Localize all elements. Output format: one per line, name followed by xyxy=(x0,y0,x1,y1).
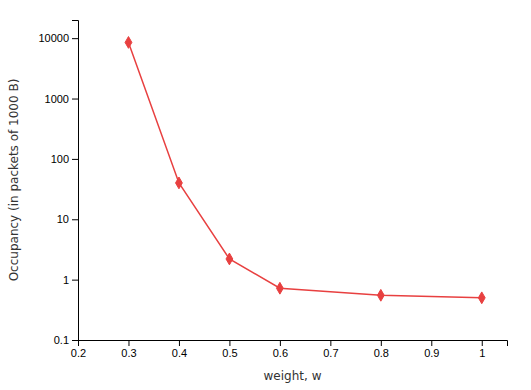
tick-label: 0.3 xyxy=(121,347,136,359)
tick-label: 0.5 xyxy=(222,347,237,359)
tick-label: 0.7 xyxy=(323,347,338,359)
tick: 0.3 xyxy=(121,340,136,359)
tick-mark xyxy=(280,340,281,346)
tick: 1000 xyxy=(45,93,78,105)
line xyxy=(128,42,481,297)
plot: 0.2 0.3 0.4 0.5 0.6 0.7 0.8 0.9 1 0.1 1 10 100 1000 10… xyxy=(38,21,507,359)
tick: 0.2 xyxy=(71,340,86,359)
tick-mark xyxy=(72,159,78,160)
point xyxy=(377,289,384,301)
tick-mark xyxy=(72,340,78,341)
x-axis-line xyxy=(79,341,508,347)
tick-mark xyxy=(431,340,432,346)
tick-mark xyxy=(179,340,180,346)
tick: 10000 xyxy=(38,32,78,44)
tick-mark xyxy=(330,340,331,346)
tick: 10 xyxy=(57,213,78,225)
tick-mark xyxy=(482,340,483,346)
tick-mark xyxy=(229,340,230,346)
tick-mark xyxy=(72,38,78,39)
tick-label: 1 xyxy=(479,347,485,359)
tick-mark xyxy=(128,340,129,346)
tick-label: 0.6 xyxy=(273,347,288,359)
tick-mark xyxy=(72,219,78,220)
tick: 0.9 xyxy=(424,340,439,359)
tick: 0.6 xyxy=(273,340,288,359)
tick-label: 0.9 xyxy=(424,347,439,359)
marks xyxy=(125,37,485,304)
point xyxy=(478,292,485,304)
tick: 0.7 xyxy=(323,340,338,359)
tick-label: 10 xyxy=(57,213,69,225)
tick-label: 0.2 xyxy=(71,347,86,359)
point xyxy=(226,253,233,265)
tick: 0.5 xyxy=(222,340,237,359)
point xyxy=(276,282,283,294)
tick: 100 xyxy=(51,153,78,165)
tick-label: 0.1 xyxy=(54,334,69,346)
tick-label: 1 xyxy=(63,274,69,286)
y-axis-title: Occupancy (in packets of 1000 B) xyxy=(7,79,21,282)
tick-label: 1000 xyxy=(45,93,69,105)
chart: 0.2 0.3 0.4 0.5 0.6 0.7 0.8 0.9 1 0.1 1 10 100 1000 10… xyxy=(0,0,531,390)
tick: 1 xyxy=(479,340,485,359)
tick: 1 xyxy=(63,274,78,286)
point xyxy=(176,177,183,189)
y-axis-line xyxy=(72,21,79,341)
y-axis: 0.1 1 10 100 1000 10000 xyxy=(38,21,78,347)
tick: 0.4 xyxy=(172,340,187,359)
tick: 0.8 xyxy=(374,340,389,359)
tick-label: 0.4 xyxy=(172,347,187,359)
tick: 0.1 xyxy=(54,334,78,346)
tick-mark xyxy=(72,280,78,281)
tick-label: 100 xyxy=(51,153,69,165)
tick-mark xyxy=(381,340,382,346)
tick-label: 0.8 xyxy=(374,347,389,359)
tick-mark xyxy=(72,99,78,100)
point xyxy=(125,37,132,49)
tick-label: 10000 xyxy=(38,32,69,44)
x-axis-title: weight, w xyxy=(264,369,322,383)
x-axis: 0.2 0.3 0.4 0.5 0.6 0.7 0.8 0.9 1 xyxy=(71,340,508,359)
